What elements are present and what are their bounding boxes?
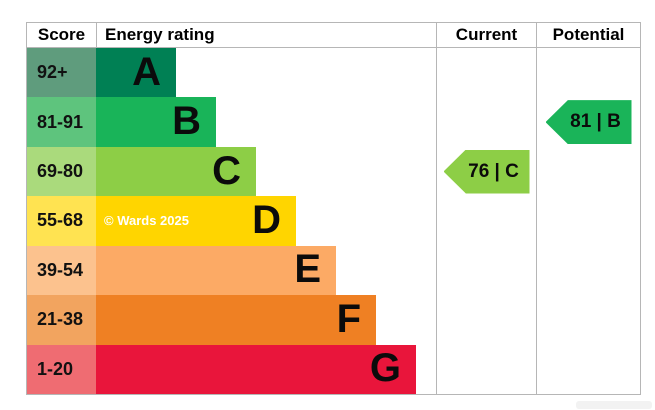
- table-header-row: Score Energy rating Current Potential: [27, 23, 640, 48]
- current-cell: [436, 245, 536, 296]
- header-score: Score: [37, 25, 86, 44]
- score-cell: 39-54: [27, 245, 96, 296]
- current-cell: [436, 295, 536, 345]
- bar-area: A: [96, 48, 436, 98]
- potential-cell: [536, 295, 640, 345]
- band-row-e: 39-54 E: [27, 245, 640, 296]
- band-letter: B: [172, 99, 201, 144]
- band-row-g: 1-20 G: [27, 344, 640, 394]
- potential-cell: [536, 344, 640, 394]
- band-row-d: 55-68 © Wards 2025 D: [27, 196, 640, 246]
- potential-rating-arrow: 81 | B: [545, 100, 632, 145]
- band-row-c: 69-80 C 76 | C: [27, 146, 640, 197]
- energy-band-bar-e: E: [96, 245, 336, 296]
- faint-watermark: [576, 401, 652, 409]
- score-cell: 21-38: [27, 295, 96, 345]
- energy-band-bar-b: B: [96, 97, 216, 147]
- bar-area: F: [96, 295, 436, 345]
- band-letter: F: [336, 296, 361, 341]
- score-cell: 81-91: [27, 97, 96, 147]
- score-cell: 1-20: [27, 344, 96, 394]
- energy-band-bar-a: A: [96, 48, 176, 98]
- current-cell: 76 | C: [436, 146, 536, 197]
- potential-cell: [536, 48, 640, 98]
- band-letter: D: [252, 197, 281, 242]
- bar-area: © Wards 2025 D: [96, 196, 436, 246]
- header-energy-rating: Energy rating: [96, 23, 436, 47]
- score-cell: 69-80: [27, 146, 96, 197]
- energy-band-bar-g: G: [96, 344, 416, 394]
- bar-area: G: [96, 344, 436, 394]
- epc-rating-table: Score Energy rating Current Potential 92…: [26, 22, 641, 395]
- current-cell: [436, 196, 536, 246]
- band-letter: G: [369, 346, 401, 391]
- energy-band-bar-f: F: [96, 295, 376, 345]
- potential-cell: 81 | B: [536, 97, 640, 147]
- band-row-b: 81-91 B 81 | B: [27, 97, 640, 147]
- band-letter: A: [132, 49, 161, 94]
- potential-cell: [536, 196, 640, 246]
- score-cell: 55-68: [27, 196, 96, 246]
- band-row-f: 21-38 F: [27, 295, 640, 345]
- bar-area: C: [96, 146, 436, 197]
- current-rating-arrow: 76 | C: [443, 149, 530, 194]
- bar-area: E: [96, 245, 436, 296]
- score-cell: 92+: [27, 48, 96, 98]
- energy-band-bar-d: © Wards 2025 D: [96, 196, 296, 246]
- current-cell: [436, 344, 536, 394]
- band-letter: C: [212, 148, 241, 193]
- band-letter: E: [294, 247, 321, 292]
- potential-cell: [536, 146, 640, 197]
- band-row-a: 92+ A: [27, 48, 640, 98]
- current-cell: [436, 48, 536, 98]
- energy-band-bar-c: C: [96, 146, 256, 197]
- header-potential: Potential: [536, 23, 640, 47]
- bar-area: B: [96, 97, 436, 147]
- potential-cell: [536, 245, 640, 296]
- header-current: Current: [436, 23, 536, 47]
- current-cell: [436, 97, 536, 147]
- copyright-watermark: © Wards 2025: [104, 212, 189, 228]
- band-rows: 92+ A 81-91 B 81 | B 69-80: [27, 48, 640, 394]
